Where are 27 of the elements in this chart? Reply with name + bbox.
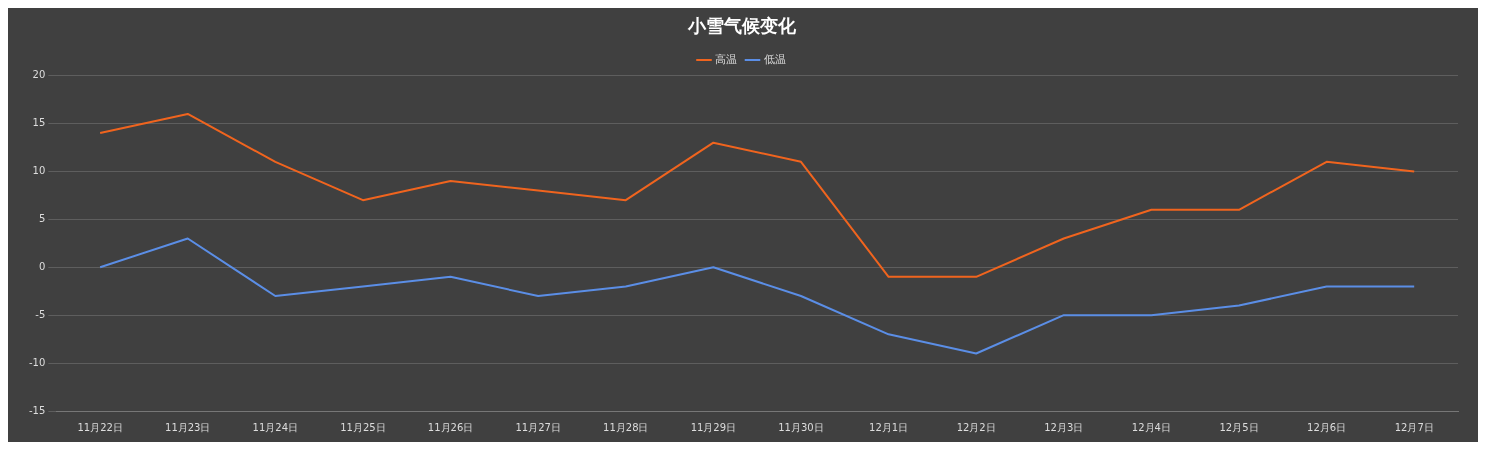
x-tick-label: 12月2日 bbox=[956, 421, 996, 433]
x-tick-label: 12月7日 bbox=[1394, 421, 1434, 433]
y-tick-label: -10 bbox=[28, 356, 46, 368]
x-tick-label: 11月26日 bbox=[427, 421, 474, 433]
x-tick-label: 12月1日 bbox=[869, 421, 909, 433]
x-tick-label: 12月4日 bbox=[1131, 421, 1171, 433]
x-tick-label: 11月23日 bbox=[165, 421, 211, 433]
x-tick-label: 12月6日 bbox=[1307, 421, 1347, 433]
x-tick-label: 11月25日 bbox=[340, 421, 386, 433]
legend-label: 高温 bbox=[715, 52, 737, 66]
y-tick-label: -15 bbox=[28, 404, 46, 416]
chart-title: 小雪气候变化 bbox=[687, 15, 797, 37]
y-tick-label: 5 bbox=[38, 212, 46, 224]
x-tick-label: 11月27日 bbox=[515, 421, 561, 433]
legend-label: 低温 bbox=[763, 52, 786, 66]
y-tick-label: -5 bbox=[35, 308, 46, 320]
x-tick-label: 11月22日 bbox=[77, 421, 123, 433]
x-tick-label: 11月30日 bbox=[778, 421, 824, 433]
x-tick-label: 11月28日 bbox=[603, 421, 649, 433]
y-tick-label: 20 bbox=[32, 69, 46, 81]
x-tick-label: 11月24日 bbox=[252, 421, 299, 433]
x-tick-label: 12月5日 bbox=[1219, 421, 1259, 433]
x-tick-label: 11月29日 bbox=[690, 421, 737, 433]
y-tick-label: 10 bbox=[32, 165, 46, 177]
x-tick-label: 12月3日 bbox=[1044, 421, 1084, 433]
y-tick-label: 15 bbox=[32, 117, 46, 129]
y-tick-label: 0 bbox=[38, 260, 46, 272]
